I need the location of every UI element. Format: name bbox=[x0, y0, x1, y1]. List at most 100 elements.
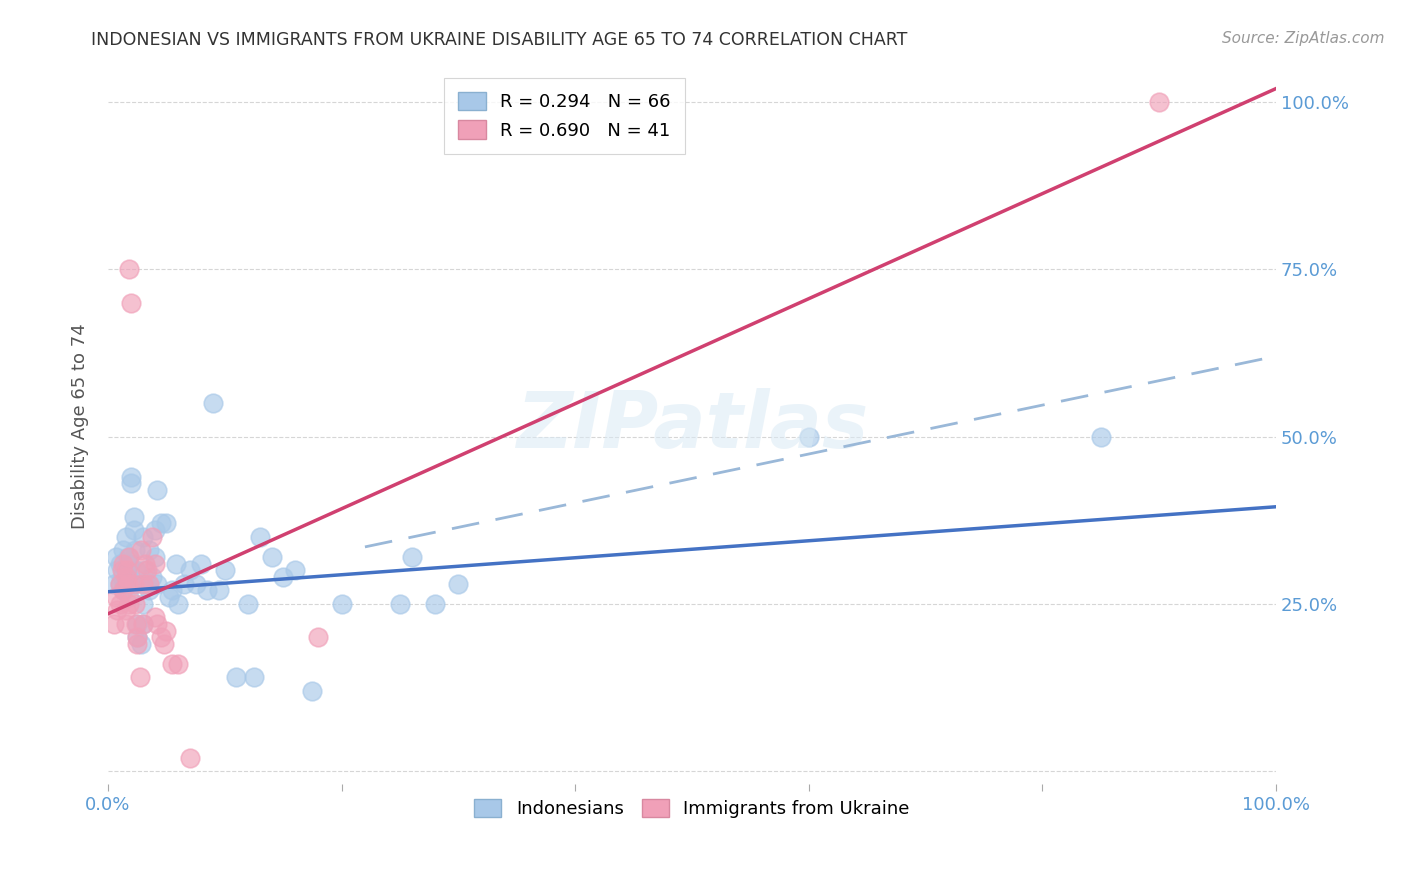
Point bbox=[1147, 95, 1170, 109]
Point bbox=[122, 576, 145, 591]
Y-axis label: Disability Age 65 to 74: Disability Age 65 to 74 bbox=[72, 324, 89, 529]
Point bbox=[179, 750, 201, 764]
Point bbox=[112, 583, 135, 598]
Point bbox=[115, 563, 138, 577]
Point bbox=[134, 557, 156, 571]
Point bbox=[128, 670, 150, 684]
Point bbox=[146, 616, 169, 631]
Point bbox=[160, 657, 183, 671]
Point bbox=[202, 396, 225, 410]
Point bbox=[105, 603, 128, 617]
Point bbox=[271, 570, 294, 584]
Point bbox=[114, 616, 136, 631]
Point bbox=[118, 557, 141, 571]
Point bbox=[138, 583, 160, 598]
Point bbox=[127, 637, 149, 651]
Point bbox=[108, 597, 131, 611]
Point bbox=[132, 576, 155, 591]
Point bbox=[143, 523, 166, 537]
Point bbox=[401, 549, 423, 564]
Point bbox=[330, 597, 353, 611]
Point bbox=[388, 597, 411, 611]
Point bbox=[135, 576, 157, 591]
Point bbox=[132, 616, 155, 631]
Point bbox=[108, 557, 131, 571]
Point bbox=[125, 563, 148, 577]
Point bbox=[108, 576, 131, 591]
Point bbox=[105, 563, 128, 577]
Text: ZIPatlas: ZIPatlas bbox=[516, 389, 868, 465]
Point bbox=[108, 576, 131, 591]
Point bbox=[114, 576, 136, 591]
Point bbox=[132, 597, 155, 611]
Point bbox=[165, 557, 187, 571]
Point bbox=[284, 563, 307, 577]
Point bbox=[149, 630, 172, 644]
Point bbox=[167, 657, 190, 671]
Point bbox=[146, 483, 169, 497]
Point bbox=[103, 616, 125, 631]
Point bbox=[132, 530, 155, 544]
Point bbox=[120, 476, 142, 491]
Point bbox=[138, 543, 160, 558]
Point bbox=[184, 576, 207, 591]
Point bbox=[112, 543, 135, 558]
Point bbox=[132, 616, 155, 631]
Point bbox=[129, 637, 152, 651]
Point bbox=[114, 570, 136, 584]
Point bbox=[122, 509, 145, 524]
Point bbox=[160, 583, 183, 598]
Point bbox=[117, 570, 139, 584]
Point bbox=[114, 563, 136, 577]
Point bbox=[134, 563, 156, 577]
Point bbox=[190, 557, 212, 571]
Point bbox=[447, 576, 470, 591]
Point bbox=[117, 549, 139, 564]
Point bbox=[157, 590, 180, 604]
Point bbox=[153, 637, 176, 651]
Point bbox=[236, 597, 259, 611]
Point bbox=[127, 630, 149, 644]
Point bbox=[125, 616, 148, 631]
Point bbox=[122, 576, 145, 591]
Point bbox=[105, 549, 128, 564]
Point bbox=[225, 670, 247, 684]
Point bbox=[143, 610, 166, 624]
Point bbox=[118, 262, 141, 277]
Point bbox=[307, 630, 329, 644]
Point bbox=[118, 549, 141, 564]
Point bbox=[112, 583, 135, 598]
Point bbox=[208, 583, 231, 598]
Point bbox=[301, 683, 323, 698]
Point bbox=[114, 530, 136, 544]
Point bbox=[173, 576, 195, 591]
Point bbox=[129, 543, 152, 558]
Point bbox=[149, 516, 172, 531]
Point bbox=[143, 557, 166, 571]
Point bbox=[141, 530, 163, 544]
Point bbox=[114, 603, 136, 617]
Point bbox=[135, 563, 157, 577]
Point bbox=[124, 597, 146, 611]
Point bbox=[117, 576, 139, 591]
Point bbox=[120, 295, 142, 310]
Text: Source: ZipAtlas.com: Source: ZipAtlas.com bbox=[1222, 31, 1385, 46]
Point bbox=[124, 543, 146, 558]
Point bbox=[143, 549, 166, 564]
Point bbox=[122, 523, 145, 537]
Point bbox=[118, 590, 141, 604]
Point bbox=[155, 624, 177, 638]
Point bbox=[797, 429, 820, 443]
Point bbox=[112, 557, 135, 571]
Point bbox=[120, 469, 142, 483]
Point bbox=[243, 670, 266, 684]
Point bbox=[1090, 429, 1112, 443]
Point bbox=[260, 549, 283, 564]
Point bbox=[195, 583, 218, 598]
Legend: Indonesians, Immigrants from Ukraine: Indonesians, Immigrants from Ukraine bbox=[467, 792, 917, 825]
Point bbox=[146, 576, 169, 591]
Point bbox=[423, 597, 446, 611]
Point bbox=[167, 597, 190, 611]
Point bbox=[179, 563, 201, 577]
Point bbox=[127, 616, 149, 631]
